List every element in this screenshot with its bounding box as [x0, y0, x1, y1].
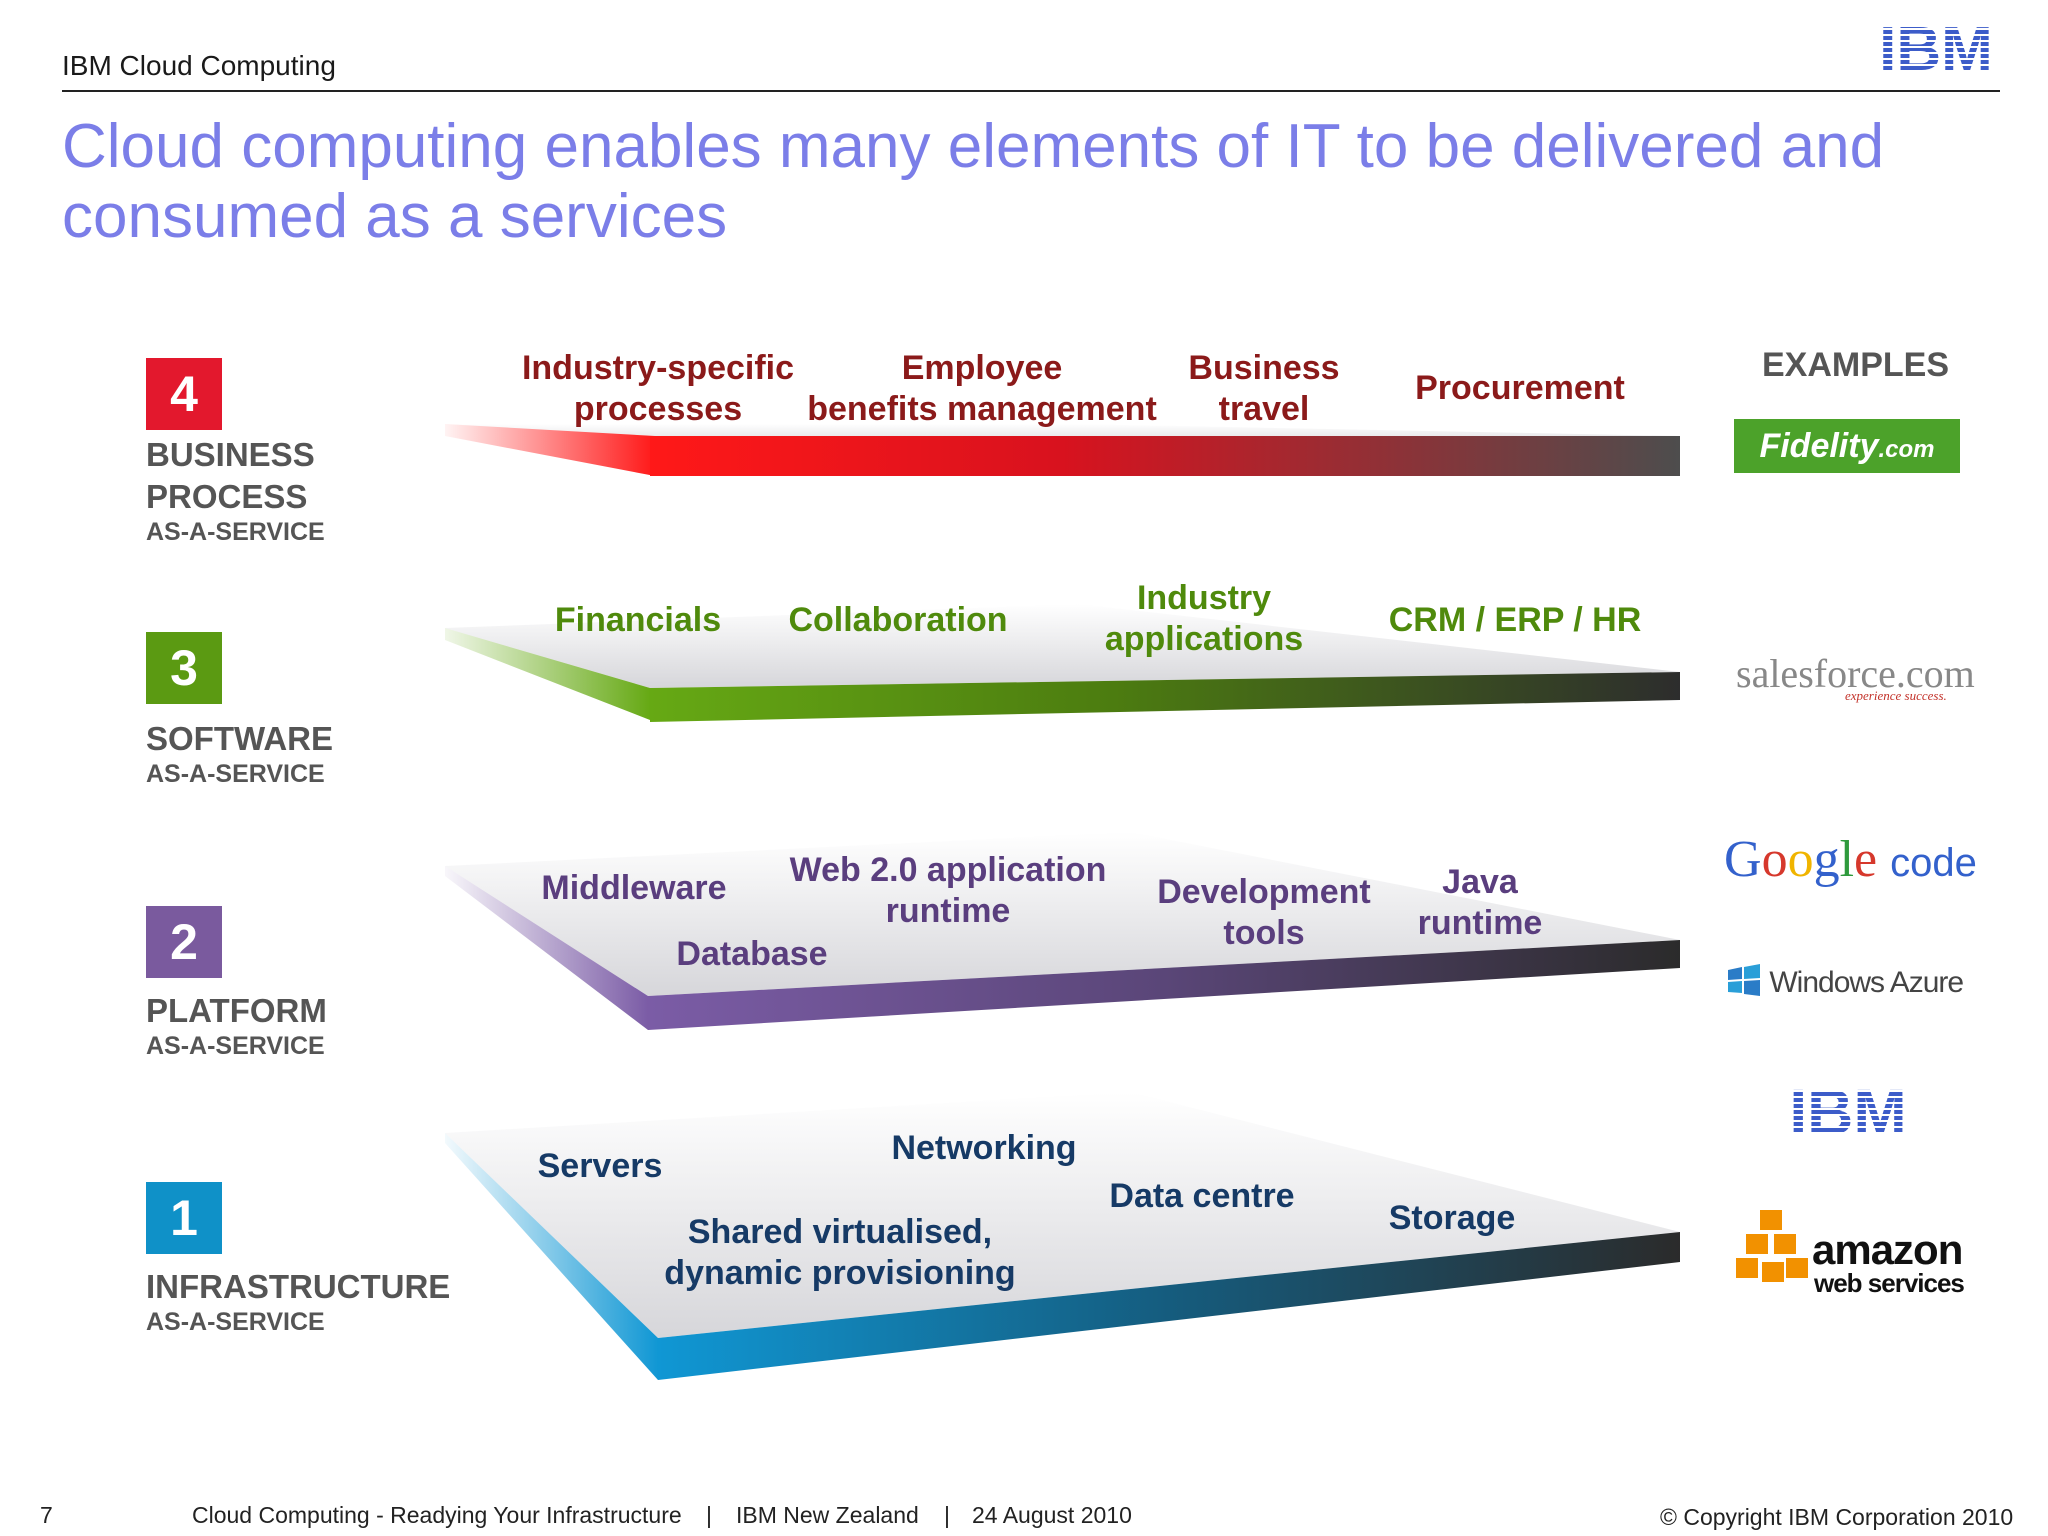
business-label-procurement: Procurement	[1415, 369, 1625, 407]
google-code-logo: Google code	[1724, 831, 1977, 888]
business-label-industry-specific: Industry-specific processes	[521, 349, 795, 428]
layer-4-badge: 4	[146, 358, 222, 430]
header-title: IBM Cloud Computing	[62, 50, 336, 81]
platform-plane-edge	[648, 940, 1680, 1030]
infra-label-networking: Networking	[891, 1129, 1077, 1167]
footer-presentation-title: Cloud Computing - Readying Your Infrastr…	[192, 1502, 682, 1528]
layer-4-subtitle: AS-A-SERVICE	[146, 518, 325, 546]
infrastructure-plane-fade	[445, 1133, 658, 1380]
software-label-industry-apps: Industry applications	[1104, 579, 1304, 658]
footer-org: IBM New Zealand	[736, 1502, 919, 1528]
software-label-crm-erp-hr: CRM / ERP / HR	[1388, 601, 1642, 639]
business-plane-top	[445, 424, 1680, 436]
footer-date: 24 August 2010	[972, 1502, 1132, 1528]
slide-title: Cloud computing enables many elements of…	[62, 112, 1942, 252]
infra-label-shared-virtualised: Shared virtualised, dynamic provisioning	[664, 1213, 1016, 1292]
business-label-travel: Business travel	[1188, 349, 1340, 428]
windows-azure-logo: Windows Azure	[1726, 964, 1964, 1000]
footer-separator-2: |	[944, 1502, 950, 1528]
layer-4-name-line-2: PROCESS	[146, 478, 308, 515]
layer-2-label: PLATFORM AS-A-SERVICE	[146, 990, 327, 1061]
svg-text:IBM: IBM	[1789, 1080, 1906, 1140]
platform-plane-fade	[445, 866, 648, 1030]
layer-1-label: INFRASTRUCTURE AS-A-SERVICE	[146, 1266, 450, 1337]
platform-label-web20-runtime: Web 2.0 application runtime	[789, 851, 1107, 930]
footer-separator-1: |	[706, 1502, 712, 1528]
infrastructure-plane-top	[445, 1092, 1680, 1338]
software-label-collaboration: Collaboration	[788, 601, 1008, 639]
layer-3-subtitle: AS-A-SERVICE	[146, 760, 325, 788]
page-number: 7	[40, 1502, 53, 1528]
slide-title-line-2: consumed as a services	[62, 182, 728, 251]
amazon-web-services-wordmark: web services	[1814, 1268, 1965, 1298]
footer-copyright: © Copyright IBM Corporation 2010	[1660, 1504, 2014, 1530]
slide-title-line-1: Cloud computing enables many elements of…	[62, 112, 1885, 181]
platform-label-dev-tools: Development tools	[1157, 873, 1371, 952]
layer-1-subtitle: AS-A-SERVICE	[146, 1308, 325, 1336]
platform-label-java-runtime: Java runtime	[1417, 863, 1543, 942]
layer-4-label: BUSINESS PROCESS AS-A-SERVICE	[146, 434, 325, 547]
header-divider	[62, 90, 2000, 92]
infra-label-storage: Storage	[1388, 1199, 1516, 1237]
layer-3-label: SOFTWARE AS-A-SERVICE	[146, 718, 333, 789]
platform-label-database: Database	[676, 935, 828, 973]
platform-label-middleware: Middleware	[541, 869, 727, 907]
aws-cubes-icon	[1736, 1210, 1808, 1282]
layer-2-name: PLATFORM	[146, 992, 327, 1029]
business-plane-edge	[650, 436, 1680, 476]
software-label-financials: Financials	[554, 601, 722, 639]
salesforce-tagline: experience success.	[1845, 688, 1947, 703]
infra-label-servers: Servers	[537, 1147, 663, 1185]
platform-plane-top	[445, 832, 1680, 996]
layer-1-name: INFRASTRUCTURE	[146, 1268, 451, 1305]
amazon-wordmark: amazon	[1812, 1226, 1963, 1273]
layer-3-name: SOFTWARE	[146, 720, 333, 757]
windows-flag-icon	[1728, 964, 1760, 996]
examples-header: EXAMPLES	[1762, 346, 1950, 384]
software-plane-edge	[650, 672, 1680, 722]
ibm-logo-icon: IBM	[1879, 18, 1993, 76]
salesforce-logo: salesforce.com	[1736, 651, 1975, 696]
software-plane-fade	[445, 628, 650, 720]
svg-text:IBM: IBM	[1879, 18, 1993, 76]
fidelity-logo: Fidelity.com	[1734, 419, 1960, 473]
layer-3-badge: 3	[146, 632, 222, 704]
business-label-employee-benefits: Employee benefits management	[807, 349, 1157, 428]
layer-4-name-line-1: BUSINESS	[146, 436, 315, 473]
infrastructure-plane-edge	[658, 1232, 1680, 1380]
software-plane-top	[445, 604, 1680, 688]
business-plane-fade	[445, 424, 655, 476]
ibm-example-logo-icon: IBM	[1789, 1080, 1906, 1140]
layer-1-badge: 1	[146, 1182, 222, 1254]
infra-label-data-centre: Data centre	[1109, 1177, 1295, 1215]
layer-2-subtitle: AS-A-SERVICE	[146, 1032, 325, 1060]
layer-2-badge: 2	[146, 906, 222, 978]
